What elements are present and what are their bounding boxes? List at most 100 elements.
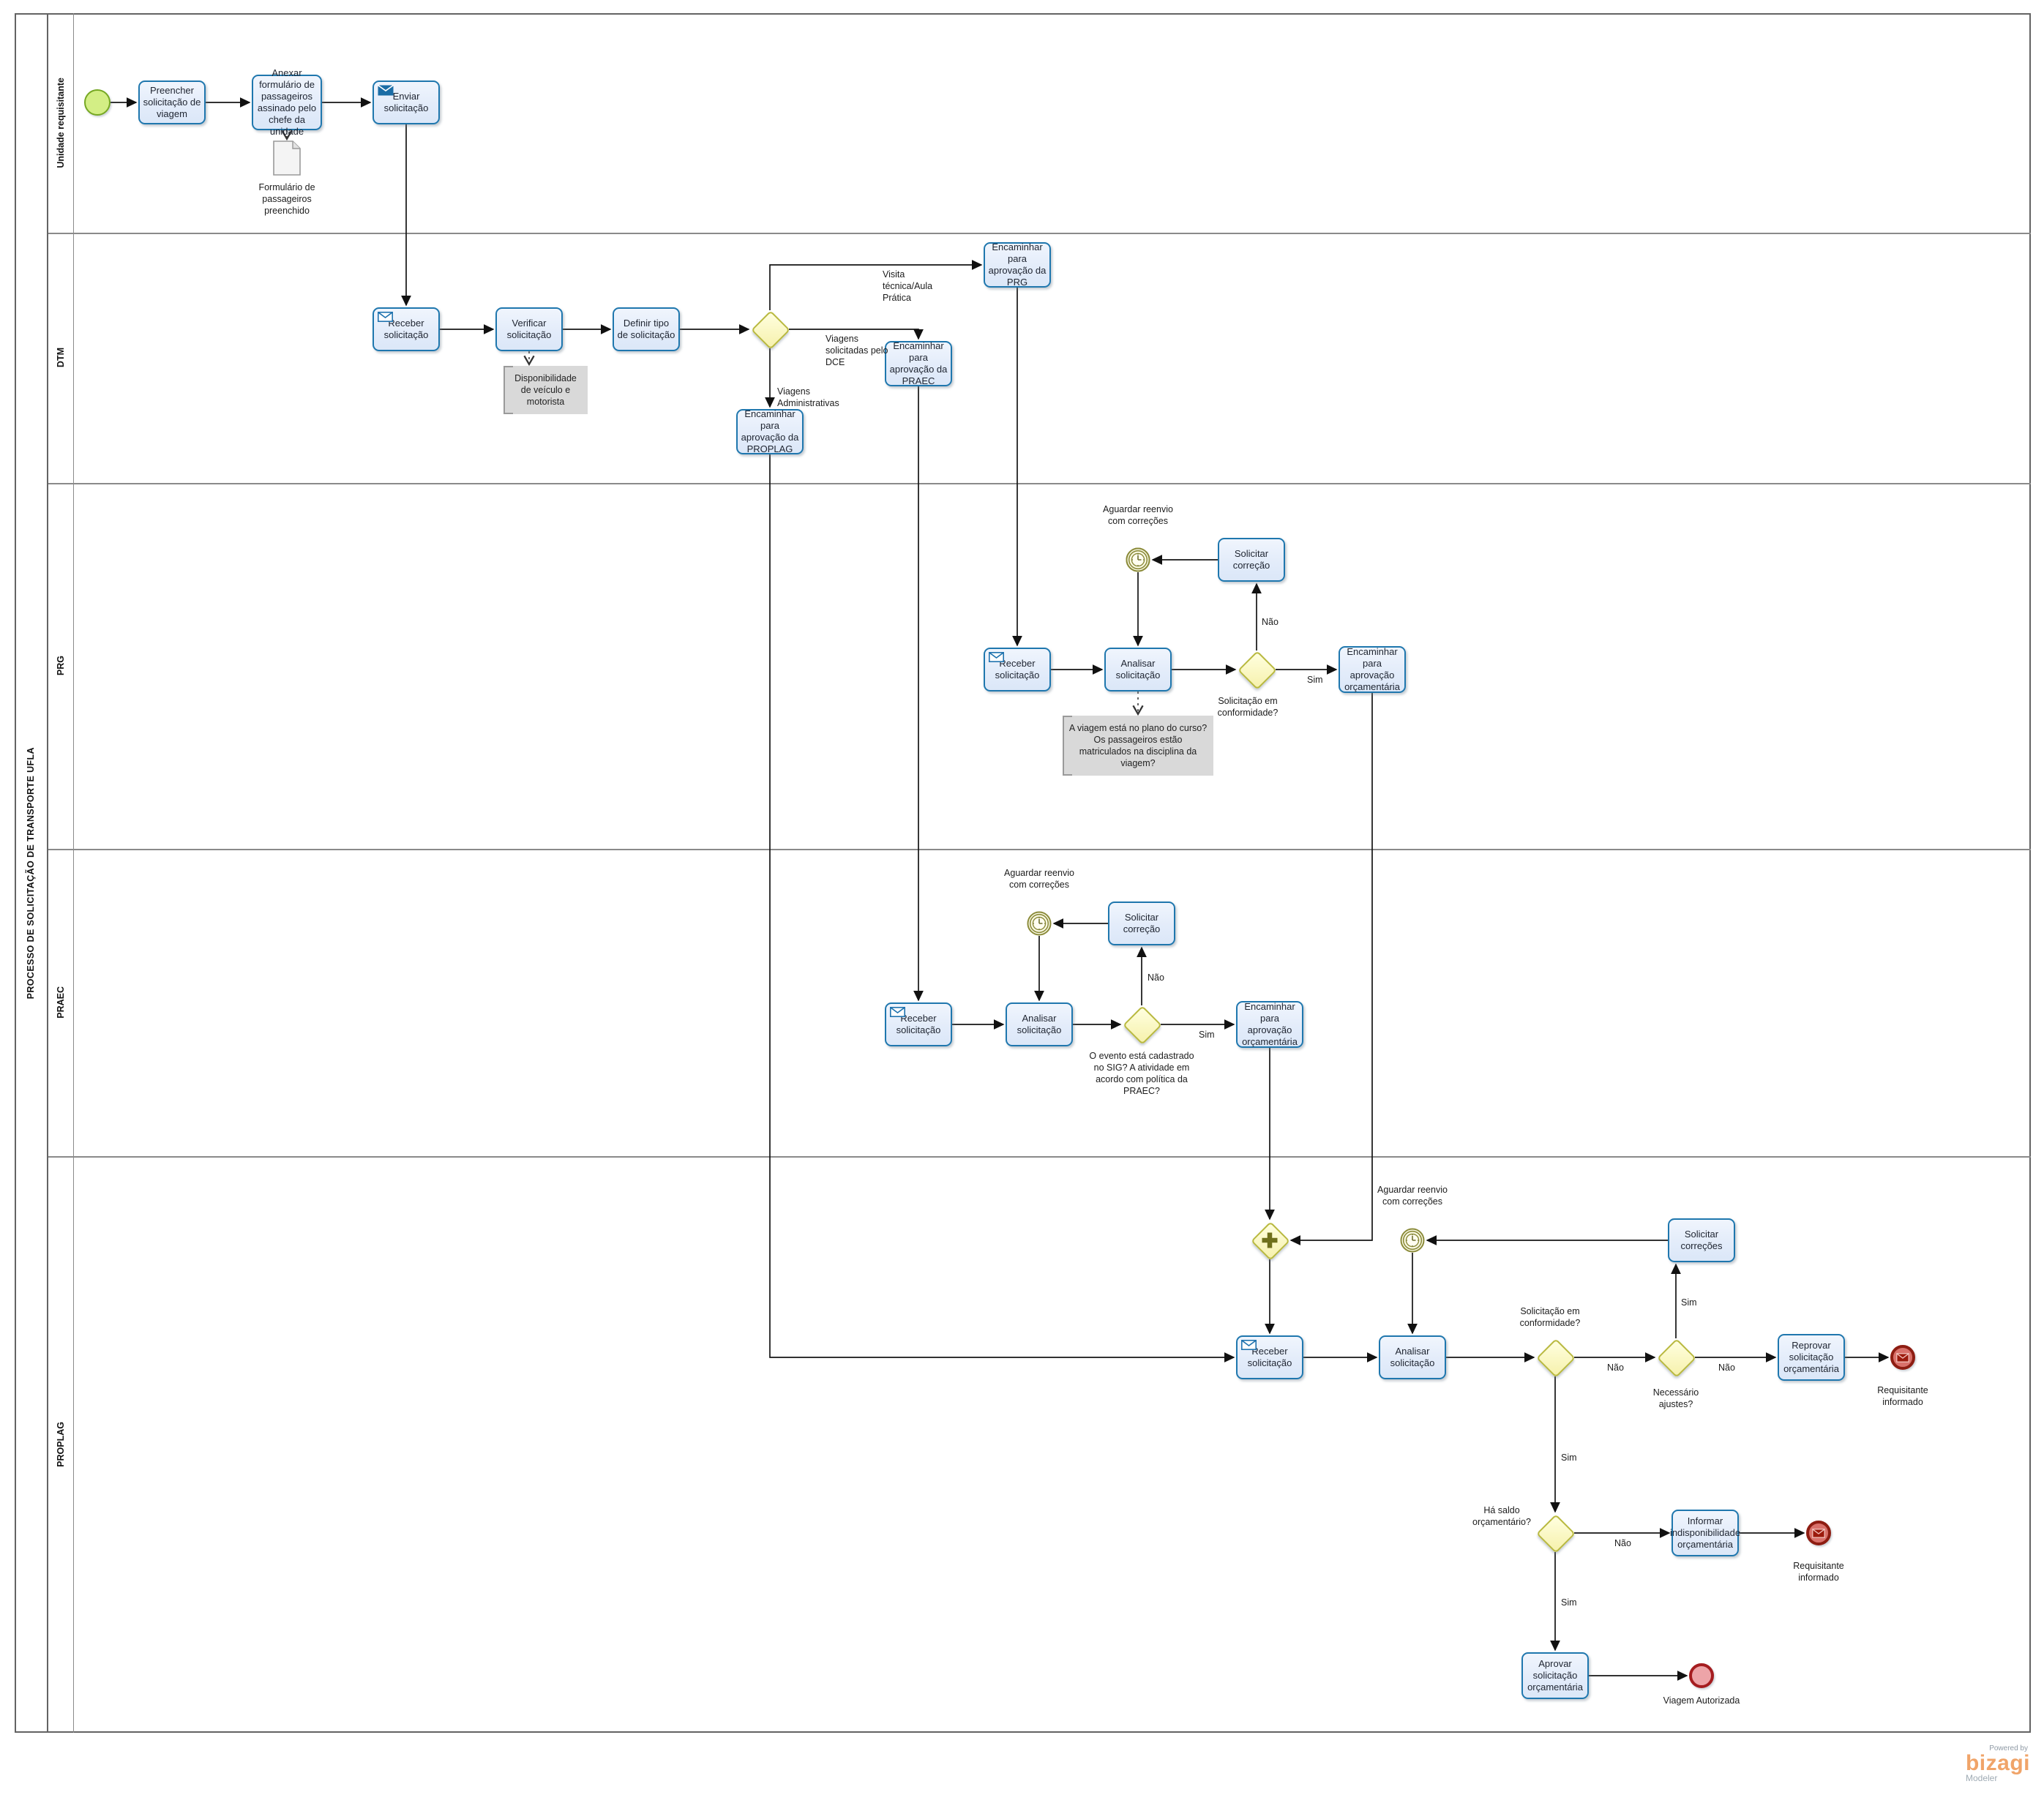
- task-encaminhar-orcamentaria-praec[interactable]: Encaminhar para aprovação orçamentária: [1236, 1001, 1303, 1048]
- task-label: Receber solicitação: [995, 658, 1040, 681]
- task-label: Informar indisponibilidade orçamentária: [1669, 1515, 1741, 1550]
- flow-label-viagens-dce: Viagens solicitadas pelo DCE: [826, 334, 888, 367]
- task-enviar-solicitacao[interactable]: Enviar solicitação: [373, 80, 440, 124]
- parallel-plus-icon: [1262, 1232, 1278, 1248]
- end-event-message-reprovado[interactable]: [1890, 1345, 1915, 1370]
- gateway-diamond: [1657, 1338, 1696, 1378]
- task-receber-solicitacao-dtm[interactable]: Receber solicitação: [373, 307, 440, 351]
- gateway-parallel-merge[interactable]: [1251, 1221, 1290, 1261]
- flow-enc-proplag-receber-proplag: [769, 454, 1235, 1362]
- message-receive-icon: [989, 652, 1004, 662]
- task-solicitar-correcao-praec[interactable]: Solicitar correção: [1108, 902, 1175, 945]
- task-analisar-solicitacao-prg[interactable]: Analisar solicitação: [1104, 648, 1172, 691]
- annotation-text: A viagem está no plano do curso? Os pass…: [1068, 722, 1208, 769]
- flow-label-nao-prg: Não: [1262, 617, 1279, 627]
- lane-label-separator: [73, 13, 74, 1733]
- flow-label-nao-praec: Não: [1148, 972, 1164, 983]
- task-preencher-solicitacao[interactable]: Preencher solicitação de viagem: [138, 80, 206, 124]
- gateway-diamond: [1123, 1005, 1162, 1045]
- flow-enc-orc-prg-parallel: [1289, 693, 1373, 1245]
- task-label: Analisar solicitação: [1115, 658, 1161, 681]
- gateway-evento-sig[interactable]: [1123, 1005, 1162, 1045]
- document-icon[interactable]: [273, 140, 301, 176]
- flow-label-sim-prg: Sim: [1307, 675, 1323, 685]
- task-label: Receber solicitação: [896, 1013, 941, 1035]
- gateway-necessario-ajustes[interactable]: [1657, 1338, 1696, 1378]
- message-receive-icon: [890, 1007, 905, 1017]
- bizagi-wordmark: bizagi: [1965, 1751, 2030, 1775]
- task-receber-solicitacao-praec[interactable]: Receber solicitação: [885, 1002, 952, 1046]
- gateway-diamond: [1238, 651, 1277, 690]
- task-label: Receber solicitação: [383, 318, 429, 340]
- task-anexar-formulario[interactable]: Anexar formulário de passageiros assinad…: [252, 67, 322, 137]
- gateway-question-praec: O evento está cadastrado no SIG? A ativi…: [1089, 1051, 1194, 1096]
- task-label: Reprovar solicitação orçamentária: [1783, 1340, 1839, 1374]
- gateway-conformidade-prg[interactable]: [1238, 651, 1277, 690]
- timer-label-prg: Aguardar reenvio com correções: [1103, 504, 1173, 526]
- message-send-icon: [378, 85, 394, 96]
- flow-label-sim-praec: Sim: [1199, 1030, 1215, 1040]
- task-analisar-solicitacao-praec[interactable]: Analisar solicitação: [1006, 1002, 1073, 1046]
- message-end-icon: [1896, 1352, 1909, 1362]
- process-pool: [15, 13, 2031, 1733]
- powered-by-text: Powered by: [1989, 1744, 2028, 1753]
- timer-label-praec: Aguardar reenvio com correções: [1004, 868, 1074, 890]
- end-label-reprovado: Requisitante informado: [1877, 1385, 1928, 1407]
- gateway-conformidade-proplag[interactable]: [1536, 1338, 1576, 1378]
- annotation-text: Disponibilidade de veículo e motorista: [514, 372, 577, 408]
- message-receive-icon: [1241, 1340, 1257, 1350]
- task-label: Receber solicitação: [1247, 1346, 1292, 1368]
- task-encaminhar-proplag[interactable]: Encaminhar para aprovação da PROPLAG: [736, 408, 804, 454]
- task-verificar-solicitacao[interactable]: Verificar solicitação: [495, 307, 563, 351]
- gateway-question-prg: Solicitação em conformidade?: [1217, 696, 1279, 718]
- gateway-tipo-solicitacao[interactable]: [751, 310, 790, 350]
- task-label: Encaminhar para aprovação da PRAEC: [889, 340, 948, 386]
- task-label: Anexar formulário de passageiros assinad…: [257, 67, 317, 137]
- annotation-plano-curso[interactable]: A viagem está no plano do curso? Os pass…: [1063, 716, 1213, 776]
- task-informar-indisponibilidade[interactable]: Informar indisponibilidade orçamentária: [1669, 1510, 1741, 1556]
- task-reprovar-solicitacao[interactable]: Reprovar solicitação orçamentária: [1778, 1334, 1845, 1381]
- flow-label-nao-ajustes: Não: [1718, 1362, 1735, 1373]
- lane-divider-2: [48, 483, 2031, 484]
- task-label: Solicitar correção: [1232, 548, 1270, 571]
- document-label: Formulário de passageiros preenchido: [258, 182, 315, 216]
- flow-label-sim-ajustes: Sim: [1681, 1297, 1697, 1308]
- gateway-diamond: [1536, 1338, 1576, 1378]
- task-encaminhar-orcamentaria-prg[interactable]: Encaminhar para aprovação orçamentária: [1339, 646, 1406, 693]
- task-solicitar-correcoes-proplag[interactable]: Solicitar correções: [1668, 1218, 1735, 1262]
- task-definir-tipo[interactable]: Definir tipo de solicitação: [613, 307, 680, 351]
- flow-label-visita-tecnica: Visita técnica/Aula Prática: [883, 269, 933, 303]
- timer-event-praec[interactable]: [1027, 911, 1052, 936]
- timer-event-proplag[interactable]: [1400, 1228, 1425, 1253]
- task-encaminhar-praec[interactable]: Encaminhar para aprovação da PRAEC: [885, 340, 952, 386]
- task-receber-solicitacao-prg[interactable]: Receber solicitação: [984, 648, 1051, 691]
- pool-title-cell: PROCESSO DE SOLICITAÇÃO DE TRANSPORTE UF…: [15, 13, 48, 1733]
- end-event-viagem-autorizada[interactable]: [1689, 1663, 1714, 1688]
- lane-divider-1: [48, 233, 2031, 234]
- flow-label-nao-conf: Não: [1607, 1362, 1624, 1373]
- task-solicitar-correcao-prg[interactable]: Solicitar correção: [1218, 538, 1285, 582]
- task-label: Aprovar solicitação orçamentária: [1527, 1658, 1583, 1693]
- task-aprovar-solicitacao[interactable]: Aprovar solicitação orçamentária: [1521, 1652, 1589, 1699]
- timer-event-prg[interactable]: [1126, 547, 1150, 572]
- task-receber-solicitacao-proplag[interactable]: Receber solicitação: [1236, 1335, 1303, 1379]
- task-label: Encaminhar para aprovação da PRG: [988, 241, 1047, 288]
- task-label: Solicitar correções: [1680, 1229, 1723, 1251]
- task-label: Encaminhar para aprovação orçamentária: [1242, 1001, 1298, 1047]
- task-label: Analisar solicitação: [1017, 1013, 1062, 1035]
- task-label: Verificar solicitação: [506, 318, 552, 340]
- message-end-icon: [1812, 1528, 1825, 1538]
- modeler-text: Modeler: [1966, 1773, 1998, 1783]
- annotation-disponibilidade[interactable]: Disponibilidade de veículo e motorista: [503, 366, 588, 414]
- task-encaminhar-prg[interactable]: Encaminhar para aprovação da PRG: [984, 241, 1051, 288]
- end-event-message-indisponivel[interactable]: [1806, 1521, 1831, 1545]
- task-analisar-solicitacao-proplag[interactable]: Analisar solicitação: [1379, 1335, 1446, 1379]
- start-event[interactable]: [84, 89, 111, 116]
- flow-gateway-enc-prg: [769, 260, 983, 310]
- task-label: Analisar solicitação: [1390, 1346, 1435, 1368]
- gateway-question-saldo: Há saldo orçamentário?: [1472, 1505, 1531, 1527]
- gateway-question-conformidade-proplag: Solicitação em conformidade?: [1519, 1306, 1581, 1328]
- task-label: Definir tipo de solicitação: [617, 318, 675, 340]
